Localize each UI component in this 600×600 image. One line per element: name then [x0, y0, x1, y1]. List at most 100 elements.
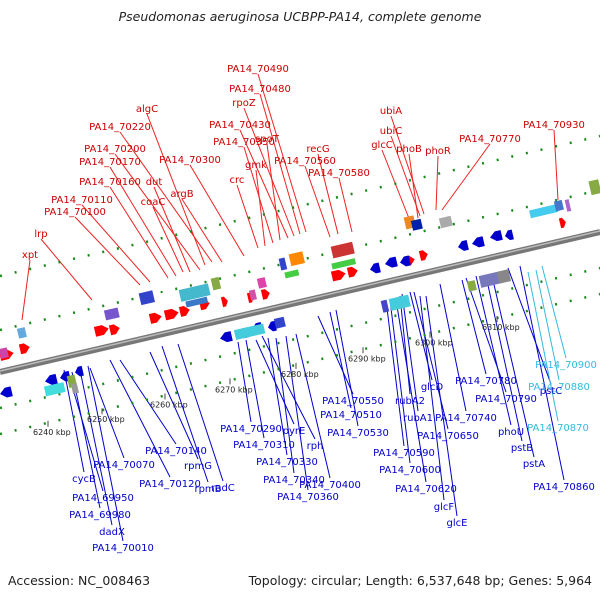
reverse-gene-arrow	[400, 255, 411, 267]
label-connector	[390, 115, 425, 215]
tick-label: 6240 kbp	[33, 428, 71, 437]
label-connector	[146, 113, 206, 266]
gene-label: ubiA	[380, 106, 402, 117]
gene-feature-box	[43, 382, 66, 397]
forward-gene-arrow	[108, 324, 120, 336]
tick-label: 6290 kbp	[348, 354, 386, 363]
label-connector	[317, 315, 354, 395]
label-connector	[535, 269, 560, 381]
gene-label: argB	[170, 189, 193, 200]
tick-label: 6280 kbp	[281, 370, 319, 379]
label-connector	[239, 129, 289, 239]
label-connector	[119, 359, 177, 445]
gene-label: PA14_70650	[417, 431, 479, 442]
reverse-gene-arrow	[0, 386, 13, 398]
gene-feature-box	[185, 296, 209, 308]
gene-label: rpmG	[184, 461, 212, 472]
label-connector	[63, 369, 85, 473]
gene-label: dut	[146, 177, 163, 188]
label-connector	[109, 166, 177, 277]
label-connector	[401, 293, 419, 412]
label-connector	[237, 341, 252, 423]
gene-feature-box	[248, 289, 257, 301]
position-ticks: 6240 kbp 6250 kbp 6260 kbp 6270 kbp 6280 kbp…	[33, 316, 520, 437]
forward-gene-arrow	[93, 325, 109, 337]
gene-label: PA14_69980	[69, 510, 131, 521]
gene-label: PA14_70490	[227, 64, 289, 75]
reverse-gene-arrow	[268, 320, 277, 332]
forward-gene-arrow	[163, 308, 179, 321]
label-connector	[329, 311, 352, 409]
tick-label: 6310 kbp	[482, 323, 520, 332]
gene-label: gmk	[245, 160, 267, 171]
label-connector	[338, 177, 353, 233]
gene-feature-box	[330, 241, 355, 259]
label-connector	[243, 146, 274, 244]
reverse-gene-arrow	[458, 239, 469, 251]
gene-feature-box	[273, 316, 286, 329]
map-title: Pseudomonas aeruginosa UCBPP-PA14, compl…	[118, 9, 482, 24]
gene-label: glcD	[421, 382, 444, 393]
gene-label: pstA	[523, 459, 545, 470]
label-connector	[87, 365, 124, 542]
label-connector	[89, 367, 125, 459]
gene-label: xpt	[22, 250, 38, 261]
gene-label: PA14_70480	[229, 84, 291, 95]
label-connector	[275, 337, 295, 474]
reverse-gene-arrow	[220, 331, 233, 343]
label-connector	[255, 169, 266, 247]
label-connector	[425, 295, 458, 517]
gene-label: PA14_70740	[435, 413, 497, 424]
gene-label: rubA1	[403, 413, 433, 424]
gene-label: PA14_70780	[455, 376, 517, 387]
gene-label: pyrE	[283, 426, 306, 437]
label-connector	[181, 198, 223, 263]
gene-label: PA14_70560	[274, 156, 336, 167]
forward-gene-arrow	[220, 296, 228, 308]
label-connector	[304, 165, 331, 238]
label-connector	[114, 153, 201, 271]
label-connector	[485, 275, 523, 442]
label-connector	[419, 295, 445, 501]
gene-label: PA14_70120	[139, 479, 201, 490]
gene-label: glcF	[434, 502, 455, 513]
gene-feature-box	[380, 299, 390, 313]
gene-label: PA14_70880	[528, 382, 590, 393]
gene-feature-box	[529, 204, 559, 219]
label-connector	[527, 271, 559, 422]
label-connector	[385, 299, 405, 447]
gene-label: glcE	[447, 518, 468, 529]
gene-label: rpmB	[194, 484, 221, 495]
label-connector	[189, 164, 245, 257]
backbone-highlight	[0, 230, 600, 372]
gene-feature-box	[331, 258, 357, 270]
label-connector	[40, 238, 93, 301]
reverse-gene-arrow	[472, 236, 485, 248]
gene-label: PA14_70160	[79, 177, 141, 188]
gene-label: PA14_70100	[44, 207, 106, 218]
label-connector	[267, 337, 288, 456]
gene-label: radC	[211, 483, 235, 494]
label-connector-lines	[21, 73, 567, 542]
gene-feature-box	[103, 307, 120, 321]
gene-feature-box	[288, 251, 305, 267]
forward-gene-arrow	[346, 266, 358, 278]
reverse-gene-arrow	[505, 229, 514, 241]
gene-label: phoU	[498, 427, 524, 438]
label-connector	[109, 359, 171, 478]
genome-backbone	[0, 134, 600, 436]
label-connector	[149, 351, 199, 460]
gene-label: recG	[306, 144, 329, 155]
label-connector	[439, 283, 467, 412]
gene-label: PA14_70200	[84, 144, 146, 155]
label-connector	[389, 299, 411, 464]
gene-feature-box	[278, 257, 288, 271]
gene-label: algC	[136, 104, 158, 115]
gene-feature-box	[388, 294, 411, 311]
label-connector	[491, 275, 535, 458]
gene-label: pstC	[540, 386, 562, 397]
gene-label: PA14_70620	[395, 484, 457, 495]
gene-label: pstB	[511, 443, 533, 454]
